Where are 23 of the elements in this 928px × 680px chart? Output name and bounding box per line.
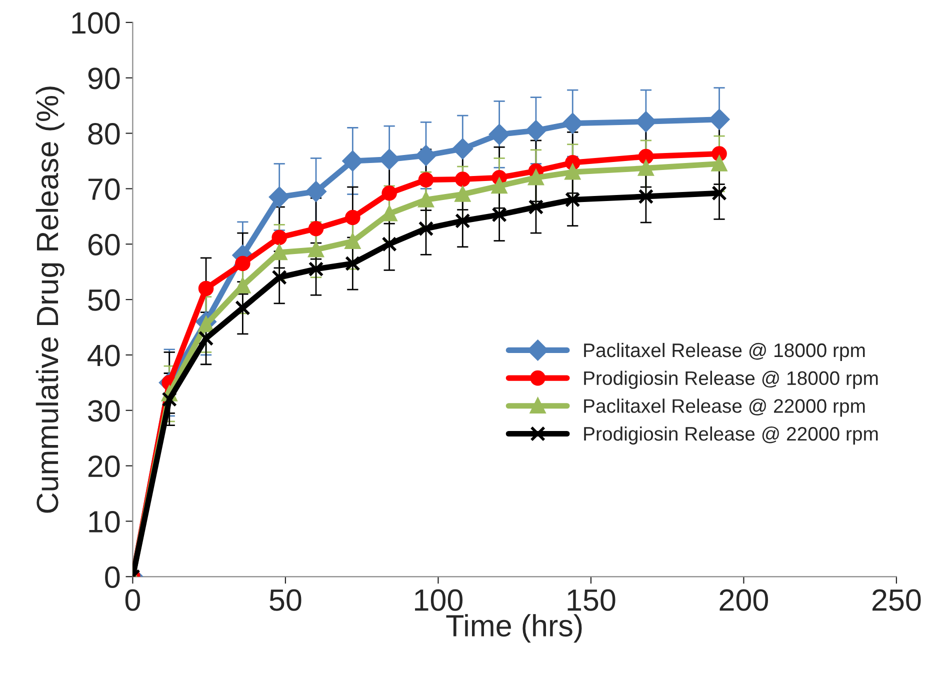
y-tick-label: 60 xyxy=(88,234,120,256)
x-tick-label: 50 xyxy=(270,589,302,611)
y-tick-label: 20 xyxy=(88,456,120,478)
x-tick-label: 250 xyxy=(872,589,921,611)
y-axis-title: Cummulative Drug Release (%) xyxy=(36,86,64,513)
x-tick-label: 150 xyxy=(568,589,616,611)
y-tick-label: 80 xyxy=(88,123,120,145)
y-tick-label: 40 xyxy=(88,344,120,366)
legend-label: Prodigiosin Release @ 22000 rpm xyxy=(584,426,878,445)
legend-label: Paclitaxel Release @ 18000 rpm xyxy=(584,342,865,362)
y-tick-label: 30 xyxy=(88,400,120,422)
y-tick-label: 100 xyxy=(72,12,120,34)
legend-label: Paclitaxel Release @ 22000 rpm xyxy=(584,398,865,417)
x-tick-label: 0 xyxy=(125,589,140,611)
x-tick-label: 100 xyxy=(415,589,462,611)
x-axis-title: Time (hrs) xyxy=(446,614,582,643)
y-tick-label: 0 xyxy=(105,566,120,588)
y-tick-label: 70 xyxy=(88,178,120,200)
y-tick-label: 10 xyxy=(89,510,120,533)
legend-label: Prodigiosin Release @ 18000 rpm xyxy=(584,370,878,389)
x-tick-label: 200 xyxy=(720,589,768,611)
y-tick-label: 50 xyxy=(88,289,120,311)
y-tick-label: 90 xyxy=(88,68,120,90)
